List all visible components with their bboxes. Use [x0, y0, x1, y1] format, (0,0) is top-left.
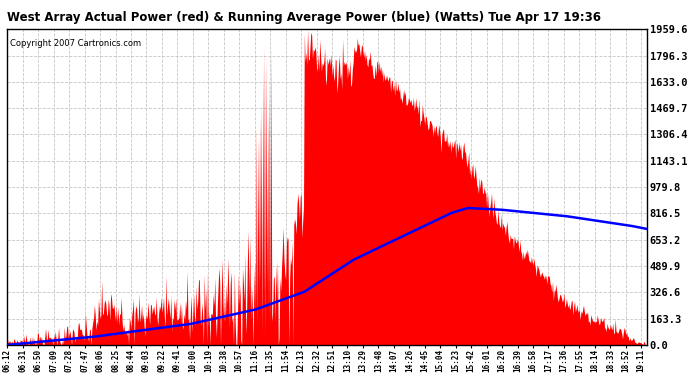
- Text: West Array Actual Power (red) & Running Average Power (blue) (Watts) Tue Apr 17 : West Array Actual Power (red) & Running …: [7, 11, 601, 24]
- Text: Copyright 2007 Cartronics.com: Copyright 2007 Cartronics.com: [10, 39, 141, 48]
